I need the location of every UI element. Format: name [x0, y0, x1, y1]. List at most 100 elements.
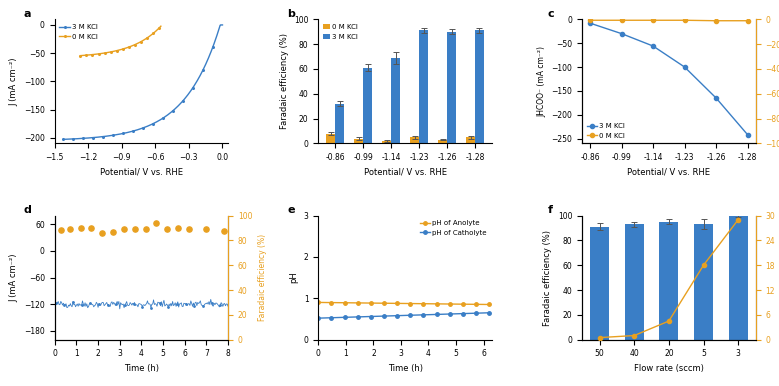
Y-axis label: pH: pH: [289, 272, 298, 283]
Point: [107, 229, 119, 235]
0 M KCl: [743, 19, 753, 23]
pH of Anolyte: [353, 301, 362, 305]
Y-axis label: Faradaic efficiency (%): Faradaic efficiency (%): [258, 234, 267, 321]
0 M KCl: [157, 24, 166, 29]
Y-axis label: J (mA cm⁻²): J (mA cm⁻²): [9, 57, 19, 106]
3 M KCl: [585, 21, 594, 25]
Bar: [694, 224, 713, 340]
Line: 0 M KCl: 0 M KCl: [79, 25, 162, 56]
pH of Catholyte: [326, 315, 336, 320]
3 M KCl: [174, 103, 184, 107]
Legend: 3 M KCl, 0 M KCl: 3 M KCl, 0 M KCl: [586, 122, 627, 140]
3 M KCl: [218, 23, 227, 27]
3 M KCl: [122, 130, 131, 135]
Bar: [475, 30, 484, 144]
pH of Catholyte: [432, 312, 441, 317]
Y-axis label: J (mA cm⁻²): J (mA cm⁻²): [9, 253, 19, 302]
X-axis label: Flow rate (sccm): Flow rate (sccm): [634, 364, 703, 373]
0 M KCl: [80, 53, 90, 58]
0 M KCl: [680, 18, 689, 22]
Point: [217, 228, 230, 234]
pH of Anolyte: [445, 302, 454, 306]
Bar: [438, 140, 447, 144]
Bar: [410, 137, 419, 144]
Point: [161, 226, 174, 232]
pH of Anolyte: [314, 300, 323, 305]
Y-axis label: JHCOO⁻ (mA cm⁻²): JHCOO⁻ (mA cm⁻²): [537, 46, 546, 117]
Bar: [363, 68, 372, 144]
3 M KCl: [174, 103, 183, 108]
Point: [129, 226, 141, 232]
3 M KCl: [743, 132, 753, 137]
3 M KCl: [711, 96, 721, 100]
pH of Catholyte: [458, 311, 467, 316]
pH of Anolyte: [432, 301, 441, 306]
3 M KCl: [216, 23, 225, 27]
pH of Catholyte: [485, 310, 494, 315]
pH of Anolyte: [379, 301, 389, 306]
pH of Catholyte: [406, 313, 415, 318]
Point: [200, 226, 213, 232]
Legend: 0 M KCl, 3 M KCl: 0 M KCl, 3 M KCl: [322, 23, 359, 41]
Text: b: b: [287, 9, 295, 19]
Line: 0 M KCl: 0 M KCl: [588, 18, 750, 23]
Bar: [382, 141, 391, 144]
pH of Anolyte: [393, 301, 402, 306]
3 M KCl: [159, 115, 168, 120]
3 M KCl: [78, 136, 87, 141]
Bar: [466, 137, 475, 144]
Text: c: c: [548, 9, 554, 19]
Text: f: f: [548, 205, 552, 215]
Bar: [728, 215, 748, 340]
pH of Catholyte: [366, 314, 375, 319]
Legend: pH of Anolyte, pH of Catholyte: pH of Anolyte, pH of Catholyte: [418, 219, 488, 237]
3 M KCl: [58, 137, 68, 142]
pH of Catholyte: [314, 316, 323, 320]
Point: [118, 226, 130, 232]
3 M KCl: [648, 44, 657, 48]
Point: [85, 225, 97, 232]
Line: pH of Catholyte: pH of Catholyte: [316, 311, 491, 320]
3 M KCl: [617, 31, 626, 36]
X-axis label: Potential/ V vs. RHE: Potential/ V vs. RHE: [364, 168, 446, 177]
Bar: [354, 139, 363, 144]
Bar: [335, 104, 344, 144]
Text: a: a: [23, 9, 31, 19]
Bar: [419, 30, 428, 144]
pH of Catholyte: [379, 314, 389, 318]
Point: [183, 225, 196, 232]
Point: [150, 220, 163, 226]
Bar: [326, 134, 335, 144]
Line: 3 M KCl: 3 M KCl: [588, 21, 750, 137]
3 M KCl: [680, 65, 689, 69]
Point: [172, 225, 185, 231]
Bar: [625, 224, 643, 340]
0 M KCl: [711, 19, 721, 23]
0 M KCl: [76, 53, 85, 58]
Legend: 3 M KCl, 0 M KCl: 3 M KCl, 0 M KCl: [58, 23, 99, 41]
Bar: [590, 227, 609, 340]
Text: e: e: [287, 205, 294, 215]
pH of Anolyte: [366, 301, 375, 305]
0 M KCl: [648, 18, 657, 22]
Point: [74, 225, 86, 232]
Y-axis label: Faradaic efficiency (%): Faradaic efficiency (%): [280, 34, 288, 129]
pH of Anolyte: [471, 302, 481, 306]
X-axis label: Potential/ V vs. RHE: Potential/ V vs. RHE: [100, 168, 183, 177]
pH of Catholyte: [340, 315, 349, 320]
Line: 3 M KCl: 3 M KCl: [62, 24, 224, 140]
pH of Catholyte: [445, 312, 454, 317]
Text: d: d: [23, 205, 31, 215]
Bar: [447, 32, 456, 144]
X-axis label: Time (h): Time (h): [124, 364, 159, 373]
Point: [63, 226, 76, 232]
Point: [55, 227, 67, 233]
pH of Anolyte: [340, 300, 349, 305]
pH of Catholyte: [353, 315, 362, 319]
X-axis label: Time (h): Time (h): [388, 364, 422, 373]
pH of Catholyte: [393, 313, 402, 318]
3 M KCl: [111, 132, 120, 137]
0 M KCl: [97, 51, 107, 56]
Point: [96, 230, 108, 236]
0 M KCl: [90, 52, 100, 57]
